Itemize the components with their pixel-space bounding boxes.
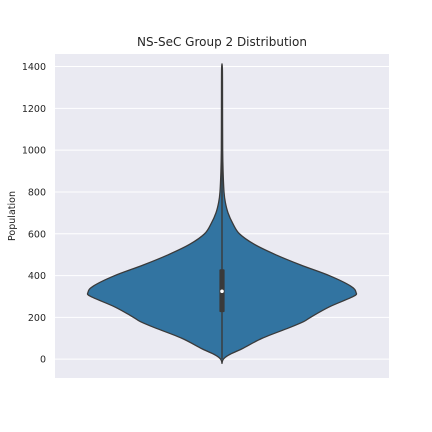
- y-tick-label: 0: [40, 355, 46, 366]
- y-tick-label: 800: [28, 187, 46, 198]
- median-marker: [220, 289, 224, 294]
- chart-title: NS-SeC Group 2 Distribution: [137, 35, 307, 49]
- y-axis-ticks: 0 200 400 600 800 1000 1200 1400: [22, 62, 46, 366]
- y-tick-label: 200: [28, 313, 46, 324]
- y-tick-label: 1400: [22, 62, 46, 73]
- y-tick-label: 400: [28, 271, 46, 282]
- y-tick-label: 600: [28, 229, 46, 240]
- violin-layer: [86, 63, 358, 365]
- y-tick-label: 1200: [22, 104, 46, 115]
- y-tick-label: 1000: [22, 146, 46, 157]
- y-axis-label: Population: [7, 191, 18, 241]
